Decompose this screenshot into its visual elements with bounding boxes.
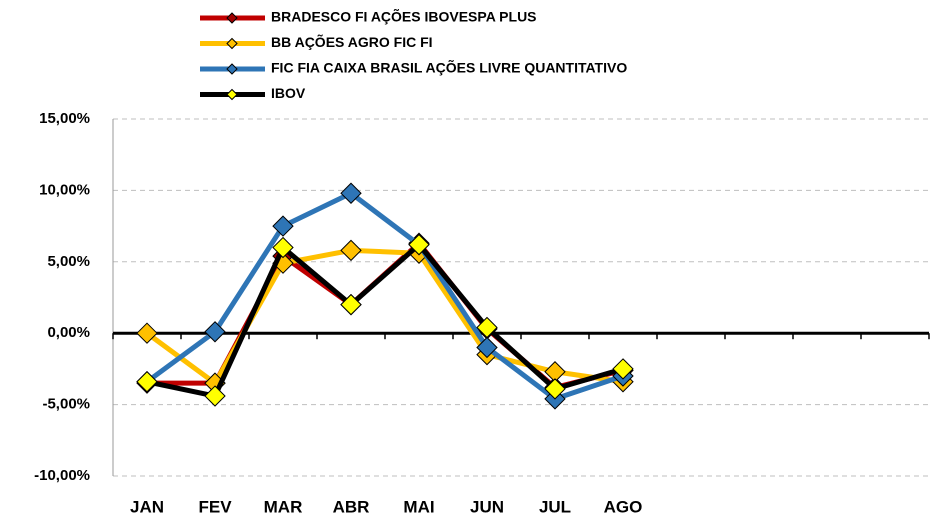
legend-marker bbox=[226, 88, 238, 101]
x-tick-label: JUN bbox=[470, 497, 504, 516]
y-tick-label: 5,00% bbox=[47, 253, 90, 270]
legend-label: FIC FIA CAIXA BRASIL AÇÕES LIVRE QUANTIT… bbox=[271, 59, 627, 76]
marker bbox=[204, 321, 226, 343]
y-tick-label: -10,00% bbox=[34, 467, 90, 484]
x-tick-label: JAN bbox=[130, 497, 164, 516]
legend-label: IBOV bbox=[271, 85, 306, 101]
x-tick-label: ABR bbox=[333, 497, 370, 516]
x-tick-label: FEV bbox=[198, 497, 232, 516]
series-line bbox=[145, 247, 624, 386]
marker bbox=[136, 371, 158, 393]
marker bbox=[544, 378, 566, 400]
x-tick-label: JUL bbox=[539, 497, 571, 516]
marker bbox=[340, 239, 362, 262]
x-tick-label: MAR bbox=[264, 497, 303, 516]
legend-label: BB AÇÕES AGRO FIC FI bbox=[271, 33, 433, 50]
y-tick-label: 10,00% bbox=[39, 181, 90, 198]
y-tick-label: 0,00% bbox=[47, 324, 90, 341]
y-tick-label: -5,00% bbox=[42, 396, 90, 413]
marker bbox=[476, 316, 498, 339]
x-tick-label: MAI bbox=[403, 497, 434, 516]
legend-marker bbox=[226, 37, 238, 50]
marker bbox=[408, 233, 430, 256]
y-tick-label: 15,00% bbox=[39, 110, 90, 127]
marker bbox=[136, 322, 158, 344]
marker bbox=[204, 385, 226, 407]
legend-marker bbox=[226, 63, 238, 75]
marker bbox=[272, 215, 294, 237]
marker bbox=[272, 236, 294, 259]
legend-label: BRADESCO FI AÇÕES IBOVESPA PLUS bbox=[271, 8, 537, 25]
series-line bbox=[145, 190, 624, 402]
marker bbox=[340, 182, 362, 204]
marker bbox=[476, 336, 498, 359]
x-tick-label: AGO bbox=[604, 497, 643, 516]
legend-marker bbox=[226, 12, 238, 24]
marker bbox=[340, 293, 362, 316]
marker bbox=[612, 358, 634, 380]
series-line bbox=[146, 242, 624, 399]
